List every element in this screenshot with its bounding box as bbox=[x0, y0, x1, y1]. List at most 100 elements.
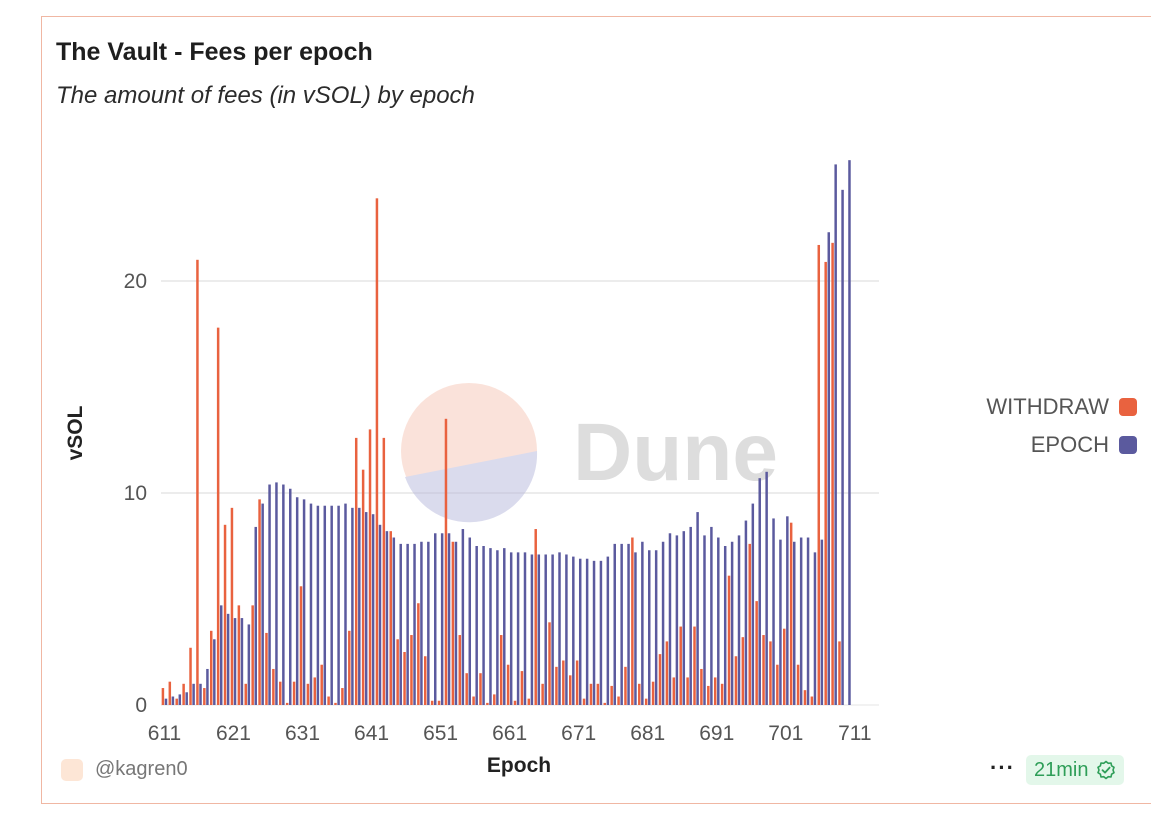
epoch-bar[interactable] bbox=[737, 535, 741, 705]
epoch-bar[interactable] bbox=[848, 160, 851, 705]
epoch-bar[interactable] bbox=[254, 526, 257, 705]
author-link[interactable]: @kagren0 bbox=[61, 758, 188, 781]
legend-item-epoch[interactable]: EPOCH bbox=[986, 426, 1137, 464]
epoch-bar[interactable] bbox=[385, 531, 389, 705]
epoch-bar[interactable] bbox=[675, 535, 679, 705]
epoch-bar[interactable] bbox=[344, 503, 347, 705]
withdraw-bar[interactable] bbox=[237, 605, 241, 705]
epoch-bar[interactable] bbox=[516, 552, 520, 705]
epoch-bar[interactable] bbox=[289, 488, 292, 705]
withdraw-bar[interactable] bbox=[313, 677, 317, 705]
withdraw-bar[interactable] bbox=[361, 469, 365, 705]
epoch-bar[interactable] bbox=[185, 692, 188, 705]
withdraw-bar[interactable] bbox=[320, 664, 323, 705]
epoch-bar[interactable] bbox=[503, 548, 506, 705]
epoch-bar[interactable] bbox=[219, 605, 223, 705]
withdraw-bar[interactable] bbox=[796, 664, 800, 705]
epoch-bar[interactable] bbox=[358, 507, 361, 705]
withdraw-bar[interactable] bbox=[209, 630, 213, 705]
epoch-bar[interactable] bbox=[689, 526, 692, 705]
withdraw-bar[interactable] bbox=[658, 654, 662, 705]
withdraw-bar[interactable] bbox=[541, 683, 544, 705]
withdraw-bar[interactable] bbox=[562, 660, 565, 705]
epoch-bar[interactable] bbox=[730, 541, 734, 705]
epoch-bar[interactable] bbox=[406, 543, 409, 705]
epoch-bar[interactable] bbox=[233, 618, 237, 705]
withdraw-bar[interactable] bbox=[161, 688, 165, 705]
withdraw-bar[interactable] bbox=[479, 673, 482, 705]
legend-item-withdraw[interactable]: WITHDRAW bbox=[986, 388, 1137, 426]
epoch-bar[interactable] bbox=[834, 164, 837, 705]
withdraw-bar[interactable] bbox=[368, 429, 372, 705]
withdraw-bar[interactable] bbox=[223, 524, 227, 705]
epoch-bar[interactable] bbox=[668, 533, 672, 705]
epoch-bar[interactable] bbox=[648, 550, 651, 705]
epoch-bar[interactable] bbox=[744, 520, 748, 705]
epoch-bar[interactable] bbox=[226, 613, 230, 705]
epoch-bar[interactable] bbox=[240, 618, 244, 705]
withdraw-bar[interactable] bbox=[258, 499, 261, 705]
epoch-bar[interactable] bbox=[192, 683, 195, 705]
withdraw-bar[interactable] bbox=[838, 641, 841, 705]
epoch-bar[interactable] bbox=[261, 503, 264, 705]
withdraw-bar[interactable] bbox=[424, 656, 427, 705]
withdraw-bar[interactable] bbox=[375, 198, 379, 705]
withdraw-bar[interactable] bbox=[244, 683, 247, 705]
epoch-bar[interactable] bbox=[606, 556, 610, 705]
epoch-bar[interactable] bbox=[703, 535, 706, 705]
epoch-bar[interactable] bbox=[558, 552, 561, 705]
epoch-bar[interactable] bbox=[751, 503, 755, 705]
epoch-bar[interactable] bbox=[178, 694, 182, 705]
withdraw-bar[interactable] bbox=[644, 698, 648, 705]
withdraw-bar[interactable] bbox=[755, 601, 758, 705]
withdraw-bar[interactable] bbox=[430, 700, 434, 705]
epoch-bar[interactable] bbox=[468, 537, 472, 705]
withdraw-bar[interactable] bbox=[748, 543, 751, 705]
epoch-bar[interactable] bbox=[786, 516, 789, 705]
withdraw-bar[interactable] bbox=[285, 702, 289, 705]
withdraw-bar[interactable] bbox=[203, 688, 206, 705]
epoch-bar[interactable] bbox=[392, 537, 396, 705]
epoch-bar[interactable] bbox=[641, 541, 644, 705]
withdraw-bar[interactable] bbox=[527, 698, 531, 705]
epoch-bar[interactable] bbox=[661, 541, 665, 705]
epoch-bar[interactable] bbox=[330, 505, 333, 705]
epoch-bar[interactable] bbox=[599, 560, 603, 705]
withdraw-bar[interactable] bbox=[693, 626, 696, 705]
withdraw-bar[interactable] bbox=[175, 698, 178, 705]
epoch-bar[interactable] bbox=[551, 554, 554, 705]
withdraw-bar[interactable] bbox=[327, 696, 330, 705]
withdraw-bar[interactable] bbox=[700, 668, 703, 705]
withdraw-bar[interactable] bbox=[555, 666, 558, 705]
withdraw-bar[interactable] bbox=[279, 681, 282, 705]
epoch-bar[interactable] bbox=[592, 560, 596, 705]
withdraw-bar[interactable] bbox=[251, 605, 254, 705]
withdraw-bar[interactable] bbox=[230, 507, 234, 705]
withdraw-bar[interactable] bbox=[776, 664, 779, 705]
epoch-bar[interactable] bbox=[206, 668, 209, 705]
epoch-bar[interactable] bbox=[282, 484, 285, 705]
epoch-bar[interactable] bbox=[820, 539, 824, 705]
withdraw-bar[interactable] bbox=[810, 696, 814, 705]
withdraw-bar[interactable] bbox=[665, 641, 669, 705]
withdraw-bar[interactable] bbox=[348, 630, 351, 705]
withdraw-bar[interactable] bbox=[396, 639, 399, 705]
epoch-bar[interactable] bbox=[578, 558, 582, 705]
withdraw-bar[interactable] bbox=[306, 683, 310, 705]
epoch-bar[interactable] bbox=[440, 533, 444, 705]
withdraw-bar[interactable] bbox=[720, 683, 724, 705]
epoch-bar[interactable] bbox=[420, 541, 423, 705]
epoch-bar[interactable] bbox=[275, 482, 278, 705]
epoch-bar[interactable] bbox=[399, 543, 402, 705]
epoch-bar[interactable] bbox=[351, 507, 354, 705]
epoch-bar[interactable] bbox=[496, 550, 499, 705]
epoch-bar[interactable] bbox=[295, 497, 299, 705]
withdraw-bar[interactable] bbox=[679, 626, 682, 705]
withdraw-bar[interactable] bbox=[354, 437, 358, 705]
withdraw-bar[interactable] bbox=[727, 575, 731, 705]
epoch-bar[interactable] bbox=[537, 554, 541, 705]
epoch-bar[interactable] bbox=[627, 543, 630, 705]
epoch-bar[interactable] bbox=[461, 529, 465, 705]
epoch-bar[interactable] bbox=[765, 471, 768, 705]
epoch-bar[interactable] bbox=[793, 541, 796, 705]
